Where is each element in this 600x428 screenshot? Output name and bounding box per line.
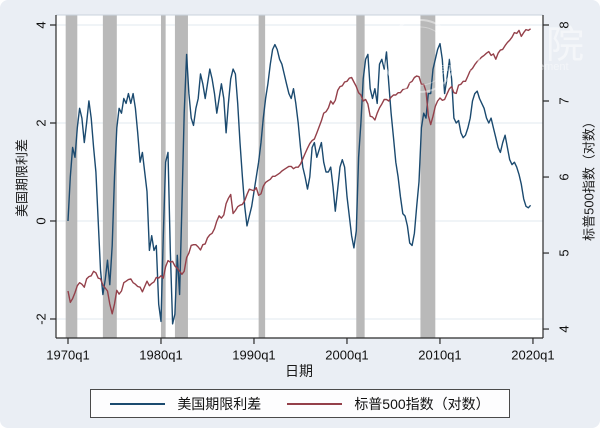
watermark-glyph-2: 院 <box>546 25 584 67</box>
watermark-seal-inner <box>390 26 450 86</box>
watermark-latin-2: ement <box>538 61 569 73</box>
y-left-tick-label: 4 <box>33 21 49 29</box>
watermark-glyph-1: 院 <box>452 27 488 68</box>
recession-band <box>420 15 436 338</box>
y-right-tick-label: 6 <box>556 173 572 181</box>
x-axis-title: 日期 <box>285 363 313 379</box>
x-tick-label: 2000q1 <box>325 347 369 363</box>
series-line-1 <box>67 28 531 315</box>
recession-band <box>102 15 117 338</box>
x-tick-label: 2010q1 <box>418 347 462 363</box>
sp500-line-sample <box>287 402 343 405</box>
y-right-tick-label: 5 <box>556 249 572 257</box>
watermark-latin-1: ement <box>440 62 471 74</box>
recession-band <box>65 15 78 338</box>
legend: 美国期限利差 标普500指数（对数） <box>90 389 510 418</box>
legend-label-spread: 美国期限利差 <box>177 395 262 412</box>
legend-item-sp500: 标普500指数（对数） <box>287 394 490 414</box>
x-tick-label: 1980q1 <box>139 347 183 363</box>
y-axis-right-title: 标普500指数（对数） <box>581 115 597 241</box>
y-right-tick-label: 7 <box>556 97 572 105</box>
recession-band <box>160 15 166 338</box>
x-tick-label: 1990q1 <box>232 347 276 363</box>
plot-area <box>56 15 543 338</box>
y-right-tick-label: 8 <box>556 21 572 29</box>
recession-band <box>258 15 266 338</box>
x-tick-label: 2020q1 <box>511 347 555 363</box>
recession-band <box>356 15 365 338</box>
y-left-tick-label: 0 <box>33 217 49 225</box>
legend-item-spread: 美国期限利差 <box>110 394 261 414</box>
spread-line-sample <box>110 402 166 405</box>
legend-label-sp500: 标普500指数（对数） <box>354 395 490 412</box>
series-line-0 <box>67 42 532 325</box>
y-left-tick-label: 2 <box>33 119 49 127</box>
y-left-tick-label: -2 <box>33 313 49 325</box>
x-tick-label: 1970q1 <box>46 347 90 363</box>
y-axis-left-title: 美国期限利差 <box>14 138 30 218</box>
watermark-seal-icon <box>383 19 457 93</box>
y-right-tick-label: 4 <box>556 325 572 333</box>
